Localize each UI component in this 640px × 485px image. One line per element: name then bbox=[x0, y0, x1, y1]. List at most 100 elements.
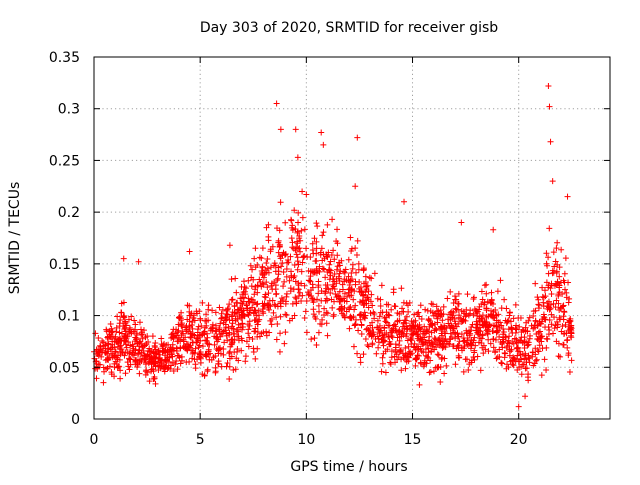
data-point bbox=[535, 301, 542, 308]
chart-title: Day 303 of 2020, SRMTID for receiver gis… bbox=[200, 20, 498, 36]
data-point bbox=[186, 308, 193, 315]
data-point bbox=[431, 335, 438, 342]
data-point bbox=[534, 347, 541, 354]
data-point bbox=[326, 276, 333, 283]
data-point bbox=[499, 336, 506, 343]
data-point bbox=[93, 347, 100, 354]
data-point bbox=[500, 329, 507, 336]
data-point bbox=[349, 286, 356, 293]
data-point bbox=[294, 228, 301, 235]
data-point bbox=[357, 354, 364, 361]
data-point bbox=[116, 356, 123, 363]
data-point bbox=[115, 340, 122, 347]
data-point bbox=[548, 290, 555, 297]
data-point bbox=[246, 309, 253, 316]
data-point bbox=[122, 349, 129, 356]
data-point bbox=[402, 345, 409, 352]
data-point bbox=[97, 361, 104, 368]
data-point bbox=[132, 326, 139, 333]
data-point bbox=[103, 328, 110, 335]
data-point bbox=[229, 320, 236, 327]
data-point bbox=[135, 350, 142, 357]
data-point bbox=[408, 328, 415, 335]
data-point bbox=[196, 350, 203, 357]
data-point bbox=[402, 365, 409, 372]
data-point bbox=[514, 345, 521, 352]
data-point bbox=[368, 275, 375, 282]
data-point bbox=[289, 239, 296, 246]
data-point bbox=[105, 355, 112, 362]
data-point bbox=[283, 293, 290, 300]
data-point bbox=[117, 375, 124, 382]
data-point bbox=[334, 226, 341, 233]
y-tick-label: 0.15 bbox=[49, 257, 80, 273]
data-point bbox=[133, 357, 140, 364]
data-point bbox=[490, 312, 497, 319]
data-point bbox=[295, 293, 302, 300]
data-point bbox=[131, 317, 138, 324]
data-point bbox=[441, 341, 448, 348]
data-point bbox=[120, 312, 127, 319]
data-point bbox=[462, 356, 469, 363]
data-points bbox=[91, 82, 575, 410]
x-tick-labels: 0 5 10 15 20 bbox=[90, 432, 528, 448]
data-point bbox=[564, 193, 571, 200]
data-point bbox=[282, 329, 289, 336]
data-point bbox=[387, 360, 394, 367]
data-point bbox=[543, 366, 550, 373]
data-point bbox=[357, 298, 364, 305]
data-point bbox=[332, 290, 339, 297]
data-point bbox=[296, 232, 303, 239]
data-point bbox=[403, 300, 410, 307]
data-point bbox=[429, 309, 436, 316]
data-point bbox=[379, 309, 386, 316]
data-point bbox=[180, 344, 187, 351]
data-point bbox=[369, 302, 376, 309]
data-point bbox=[417, 326, 424, 333]
data-point bbox=[105, 341, 112, 348]
data-point bbox=[282, 311, 289, 318]
y-tick-label: 0.05 bbox=[49, 360, 80, 376]
data-point bbox=[304, 289, 311, 296]
data-point bbox=[320, 141, 327, 148]
data-point bbox=[479, 332, 486, 339]
data-point bbox=[557, 353, 564, 360]
data-point bbox=[276, 227, 283, 234]
data-point bbox=[480, 342, 487, 349]
data-point bbox=[443, 362, 450, 369]
data-point bbox=[434, 340, 441, 347]
data-point bbox=[234, 299, 241, 306]
data-point bbox=[221, 339, 228, 346]
data-point bbox=[203, 337, 210, 344]
y-tick-label: 0.2 bbox=[58, 205, 80, 221]
data-point bbox=[388, 306, 395, 313]
data-point bbox=[189, 350, 196, 357]
data-point bbox=[460, 368, 467, 375]
data-point bbox=[483, 290, 490, 297]
data-point bbox=[216, 346, 223, 353]
data-point bbox=[529, 349, 536, 356]
data-point bbox=[225, 305, 232, 312]
data-point bbox=[363, 283, 370, 290]
data-point bbox=[470, 311, 477, 318]
data-point bbox=[447, 309, 454, 316]
data-point bbox=[536, 342, 543, 349]
data-point bbox=[222, 327, 228, 334]
data-point bbox=[497, 277, 504, 284]
data-point bbox=[314, 296, 321, 303]
data-point bbox=[557, 305, 564, 312]
data-point bbox=[138, 340, 145, 347]
data-point bbox=[379, 360, 386, 367]
x-tick-label: 5 bbox=[196, 432, 205, 448]
data-point bbox=[363, 300, 370, 307]
data-point bbox=[212, 364, 219, 371]
data-point bbox=[496, 333, 503, 340]
data-point bbox=[272, 268, 279, 275]
data-point bbox=[568, 325, 575, 332]
data-point bbox=[313, 220, 320, 227]
data-point bbox=[255, 318, 262, 325]
data-point bbox=[365, 343, 372, 350]
data-point bbox=[226, 242, 233, 249]
data-point bbox=[396, 342, 403, 349]
data-point bbox=[265, 269, 272, 276]
